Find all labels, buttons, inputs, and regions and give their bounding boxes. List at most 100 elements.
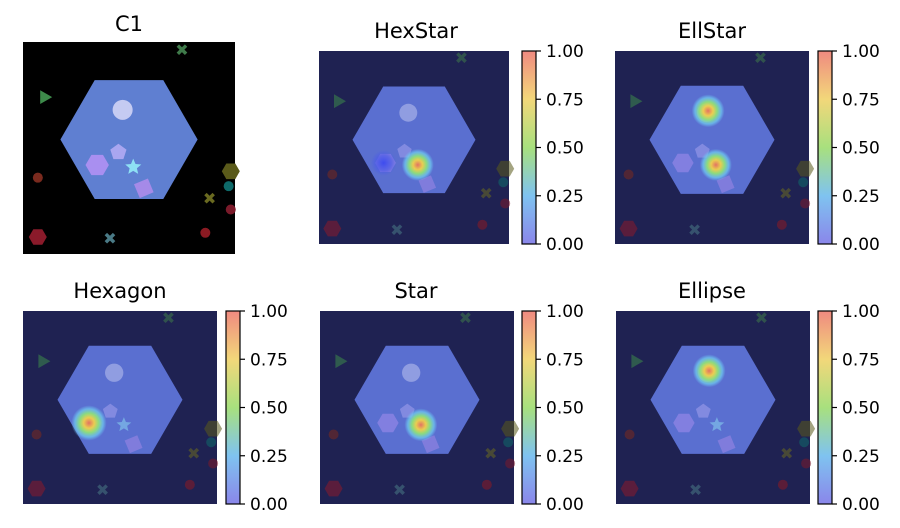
ellipse-object (402, 363, 421, 382)
cross-shape: ✖ (162, 309, 175, 328)
colorbar: 0.00 0.25 0.50 0.75 1.00 (817, 42, 880, 255)
star-object (116, 417, 132, 432)
colorbar-tick-label: 0.00 (842, 235, 880, 255)
small-hexagon-shape (501, 420, 520, 437)
colorbar-gradient (817, 50, 833, 245)
pentagon-object (110, 143, 127, 160)
attention-hotspot-star (401, 148, 434, 181)
colorbar-gradient (521, 50, 537, 245)
colorbar-tick-label: 0.25 (546, 447, 584, 467)
panel-title-star: Star (394, 279, 437, 303)
small-hexagon-shape (28, 229, 47, 245)
dot-shape (223, 181, 234, 192)
cross-shape: ✖ (479, 184, 492, 203)
triangle-shape (38, 354, 51, 369)
dot-shape (31, 429, 42, 440)
cross-shape: ✖ (187, 444, 200, 463)
colorbar-tick-label: 0.75 (842, 90, 880, 110)
colorbar-tick-label: 0.50 (842, 399, 880, 419)
hexagon-object (377, 413, 399, 433)
pentagon-object (695, 403, 711, 418)
colorbar-tick-label: 0.25 (842, 447, 880, 467)
colorbar-tick-label: 0.00 (546, 495, 584, 515)
colorbar-gradient (225, 310, 241, 505)
colorbar-tick-label: 0.25 (546, 187, 584, 207)
colorbar-tick-label: 1.00 (546, 42, 584, 62)
dot-shape (225, 204, 236, 215)
ellipse-object (105, 363, 124, 382)
panel-title-ellstar: EllStar (678, 19, 746, 43)
heatmap-panel-ellstar: ✖ ✖ ✖ 0.00 0.25 0.50 0.75 1.00 (615, 42, 880, 255)
colorbar-tick-label: 0.25 (842, 187, 880, 207)
colorbar-gradient (521, 310, 537, 505)
cross-shape: ✖ (390, 220, 403, 239)
attention-hotspot-star (404, 408, 438, 442)
colorbar: 0.00 0.25 0.50 0.75 1.00 (817, 302, 880, 515)
colorbar-tick-label: 0.00 (250, 495, 288, 515)
colorbar: 0.00 0.25 0.50 0.75 1.00 (521, 42, 584, 255)
small-hexagon-shape (204, 420, 223, 437)
cross-shape: ✖ (779, 184, 792, 203)
dot-shape (624, 429, 635, 440)
dot-shape (32, 172, 43, 183)
cross-shape: ✖ (203, 189, 216, 208)
dot-shape (208, 458, 219, 469)
star-object (125, 158, 142, 174)
ellipse-object (112, 99, 133, 120)
dot-shape (477, 219, 488, 230)
colorbar: 0.00 0.25 0.50 0.75 1.00 (521, 302, 584, 515)
cross-shape: ✖ (175, 40, 188, 59)
colorbar-gradient (817, 310, 833, 505)
small-hexagon-shape (620, 480, 639, 497)
cross-shape: ✖ (484, 444, 497, 463)
dot-shape (184, 479, 195, 490)
triangle-shape (630, 94, 643, 109)
cross-shape: ✖ (688, 220, 701, 239)
dot-shape (503, 437, 514, 448)
cross-shape: ✖ (755, 309, 768, 328)
hexagon-object (673, 413, 695, 433)
colorbar-tick-label: 0.50 (250, 399, 288, 419)
dot-shape (798, 177, 809, 188)
dot-shape (206, 437, 217, 448)
small-hexagon-shape (324, 480, 343, 497)
triangle-shape (335, 354, 348, 369)
panel-title-c1: C1 (115, 12, 143, 36)
colorbar-tick-label: 0.00 (546, 235, 584, 255)
panel-title-hexagon: Hexagon (73, 279, 166, 303)
dot-shape (500, 198, 511, 209)
dot-shape (481, 479, 492, 490)
dot-shape (777, 479, 788, 490)
heatmap-panel-hexstar: ✖ ✖ ✖ 0.00 0.25 0.50 0.75 1.00 (319, 42, 584, 255)
star-object (709, 417, 725, 432)
hexagon-object (672, 153, 694, 173)
dot-shape (328, 429, 339, 440)
square-object (717, 435, 736, 454)
dot-shape (200, 227, 211, 238)
dot-shape (800, 198, 811, 209)
triangle-shape (334, 94, 346, 109)
panel-title-hexstar: HexStar (374, 19, 458, 43)
colorbar-tick-label: 0.00 (842, 495, 880, 515)
small-hexagon-shape (496, 160, 515, 177)
colorbar-tick-label: 0.75 (250, 350, 288, 370)
colorbar-tick-label: 0.25 (250, 447, 288, 467)
cross-shape: ✖ (96, 480, 109, 499)
small-hexagon-shape (796, 160, 815, 177)
small-hexagon-shape (27, 480, 46, 497)
pentagon-object (102, 403, 118, 418)
small-hexagon-shape (221, 163, 240, 180)
dot-shape (776, 219, 787, 230)
colorbar-tick-label: 0.75 (546, 90, 584, 110)
heatmap-panel-c1: ✖ ✖ ✖ (23, 40, 240, 254)
colorbar-tick-label: 0.75 (546, 350, 584, 370)
dot-shape (327, 169, 338, 180)
small-hexagon-shape (797, 420, 816, 437)
ellipse-object (399, 103, 418, 122)
small-hexagon-shape (619, 220, 638, 237)
triangle-shape (631, 354, 644, 369)
cross-shape: ✖ (459, 309, 472, 328)
colorbar-tick-label: 1.00 (250, 302, 288, 322)
colorbar-tick-label: 1.00 (842, 302, 880, 322)
